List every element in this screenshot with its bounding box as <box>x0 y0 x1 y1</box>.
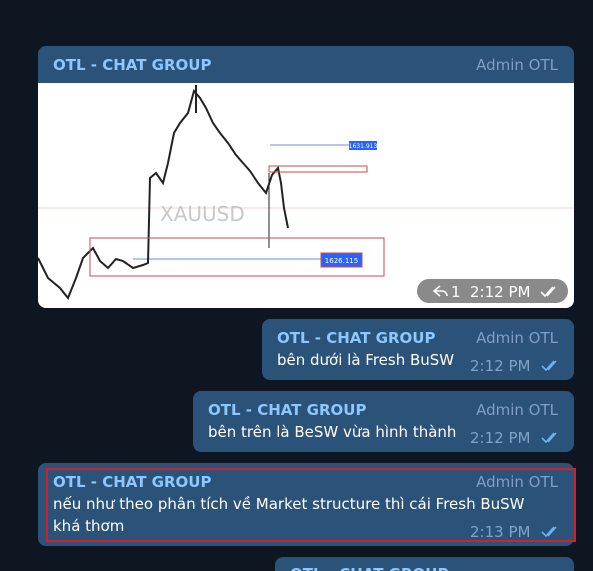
price-label: 1631.913 <box>349 143 378 150</box>
author: Admin OTL <box>476 473 558 491</box>
highlight-outline <box>46 468 576 542</box>
read-check <box>541 432 557 444</box>
image-bg <box>38 83 574 308</box>
sender-title: OTL - CHAT GROUP <box>53 473 212 491</box>
author: Admin OTL <box>476 56 558 74</box>
time: 2:12 PM <box>470 429 531 447</box>
sender-title: OTL - CHAT GROUP <box>290 565 448 571</box>
message-bubble[interactable]: OTL - CHAT GROUP Admin OTL XAUUSD 1631.9… <box>38 46 574 308</box>
message-text: bên trên là BeSW vừa hình thành <box>208 423 457 441</box>
price-label: 1626.115 <box>325 257 358 265</box>
reply-count: 1 <box>451 283 461 301</box>
message-text: bên dưới là Fresh BuSW <box>277 351 455 369</box>
author: Admin OTL <box>476 329 558 347</box>
sender-title: OTL - CHAT GROUP <box>208 401 367 419</box>
read-check <box>541 526 557 538</box>
watermark: XAUUSD <box>160 202 245 226</box>
reply-icon <box>432 285 448 297</box>
author: Admin OTL <box>476 401 558 419</box>
time: 2:12 PM <box>470 357 531 375</box>
time: 2:12 PM <box>470 283 530 301</box>
zone-box <box>89 237 385 277</box>
message-bubble[interactable]: OTL - CHAT GROUP <box>275 557 574 571</box>
message-bubble[interactable]: OTL - CHAT GROUP Admin OTL bên dưới là F… <box>262 319 574 380</box>
zone-box <box>268 165 368 173</box>
read-check <box>540 286 556 298</box>
time: 2:13 PM <box>470 523 531 541</box>
meta-badge <box>417 279 568 303</box>
message-bubble[interactable]: OTL - CHAT GROUP Admin OTL nếu như theo … <box>38 463 574 546</box>
message-bubble[interactable]: OTL - CHAT GROUP Admin OTL bên trên là B… <box>193 391 574 452</box>
price-tag <box>320 252 363 268</box>
sender-title: OTL - CHAT GROUP <box>53 56 212 74</box>
message-text: nếu như theo phân tích về Market structu… <box>53 495 525 535</box>
sender-title: OTL - CHAT GROUP <box>277 329 436 347</box>
price-tag <box>349 141 377 150</box>
read-check <box>541 360 557 372</box>
chart-image[interactable]: XAUUSD 1631.913 1626.115 1 2:12 PM <box>38 83 574 308</box>
